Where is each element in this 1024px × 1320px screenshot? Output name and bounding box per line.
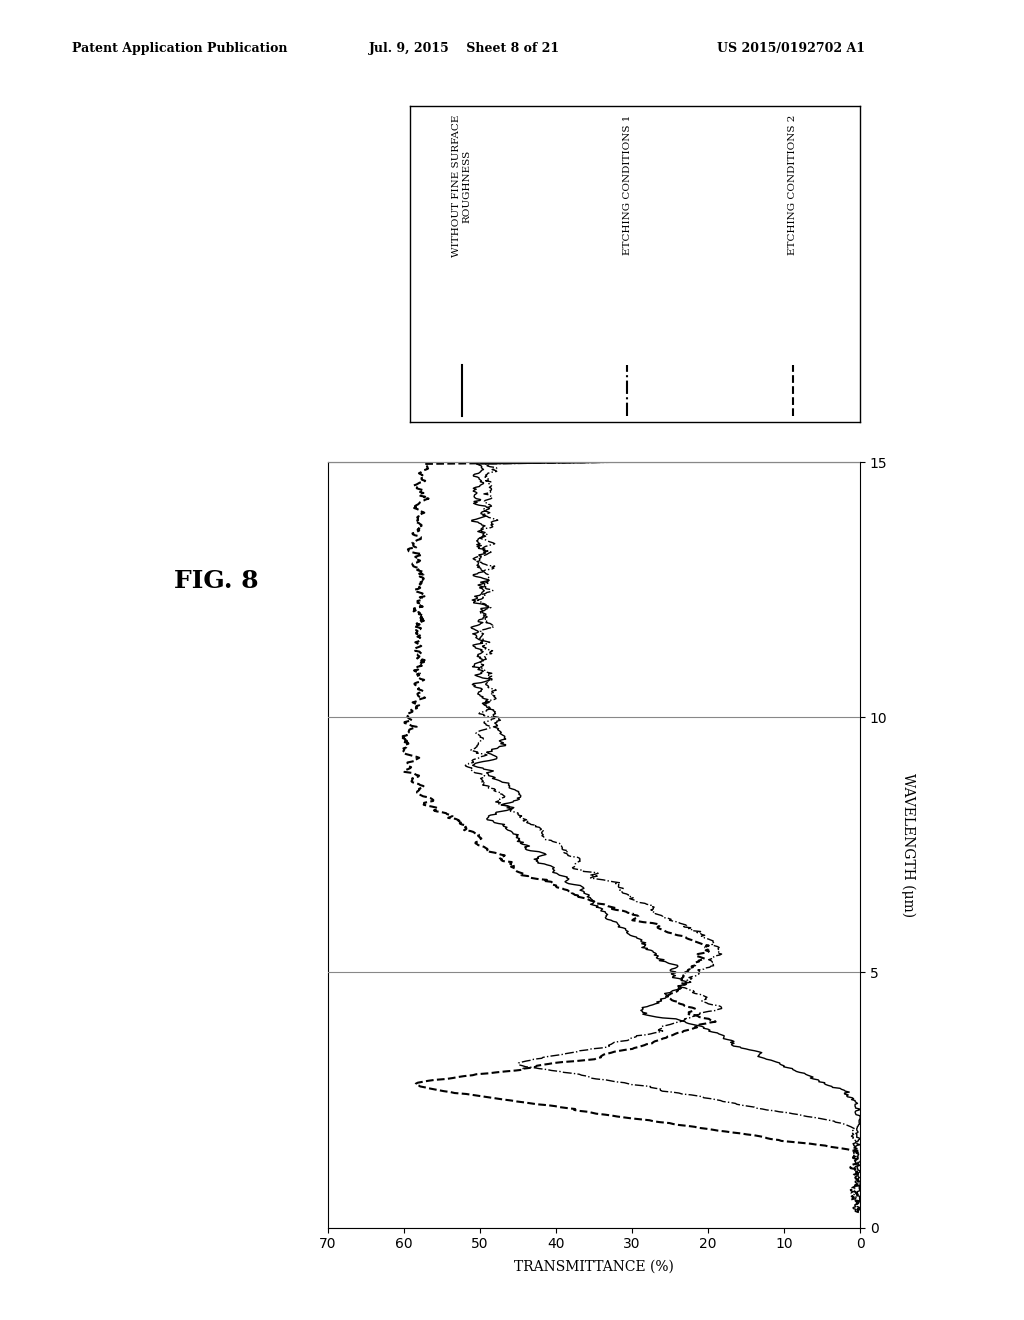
Text: ETCHING CONDITIONS 2: ETCHING CONDITIONS 2 [788,115,797,256]
Text: FIG. 8: FIG. 8 [174,569,259,593]
Text: ETCHING CONDITIONS 1: ETCHING CONDITIONS 1 [623,115,632,256]
Y-axis label: WAVELENGTH (μm): WAVELENGTH (μm) [901,772,915,917]
Text: US 2015/0192702 A1: US 2015/0192702 A1 [717,42,865,55]
Text: Jul. 9, 2015    Sheet 8 of 21: Jul. 9, 2015 Sheet 8 of 21 [369,42,560,55]
Text: WITHOUT FINE SURFACE
ROUGHNESS: WITHOUT FINE SURFACE ROUGHNESS [453,115,472,257]
Text: Patent Application Publication: Patent Application Publication [72,42,287,55]
X-axis label: TRANSMITTANCE (%): TRANSMITTANCE (%) [514,1259,674,1274]
